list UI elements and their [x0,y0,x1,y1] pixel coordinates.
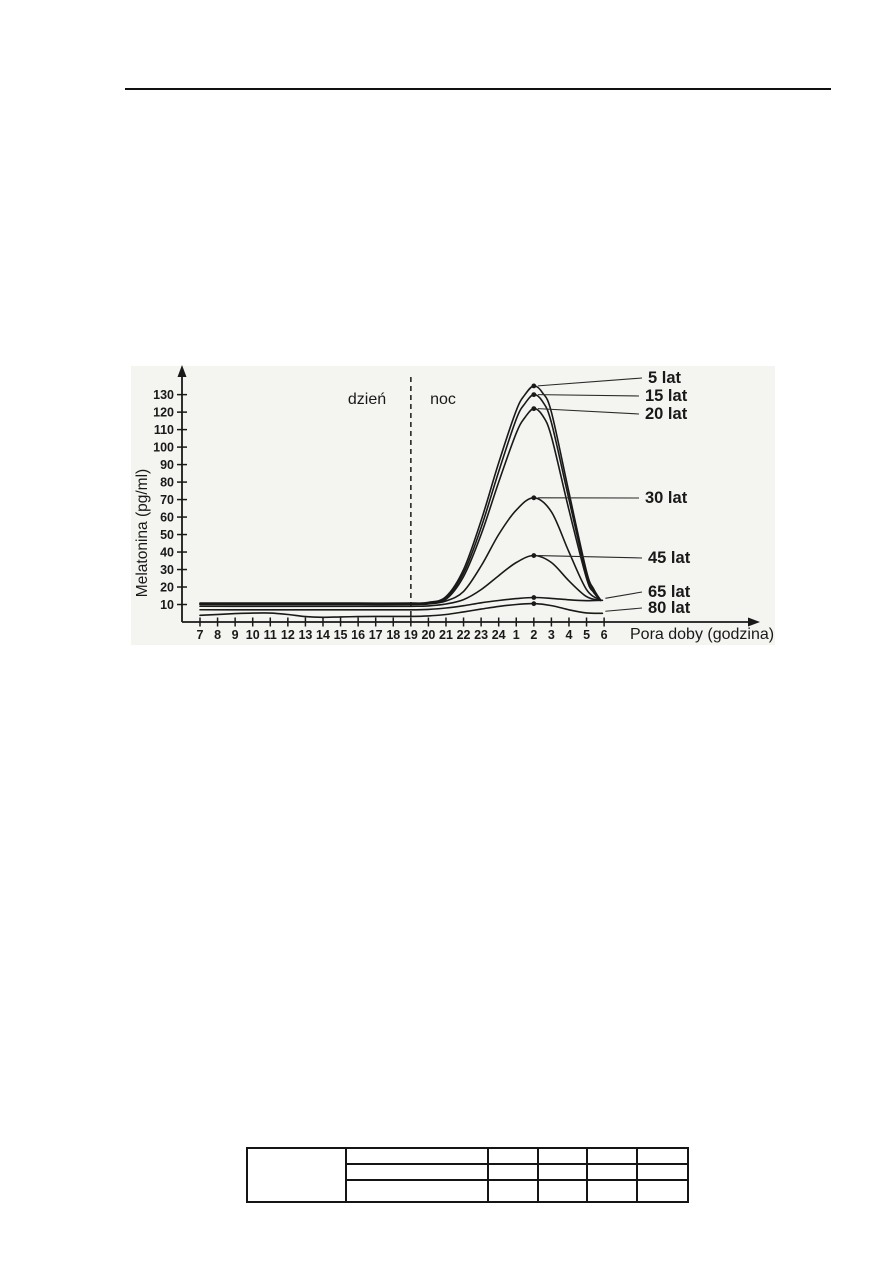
peak-dot-20-lat [531,406,537,412]
x-tick-label: 22 [457,628,471,642]
series-label-45-lat: 45 lat [648,549,691,567]
y-tick-label: 50 [160,528,174,542]
table-cell-r3c6 [636,1179,689,1203]
x-tick-label: 17 [369,628,383,642]
peak-dot-15-lat [531,392,537,398]
series-label-65-lat: 65 lat [648,583,691,601]
x-axis-title: Pora doby (godzina) [630,626,774,643]
day-label: dzień [348,391,386,408]
series-curve-80-lat [199,602,604,619]
x-tick-label: 7 [197,628,204,642]
y-axis-arrow-icon [177,365,187,377]
leader-line-20-lat [537,408,640,415]
x-tick-label: 3 [548,628,555,642]
x-tick-label: 15 [334,628,348,642]
table-cell-r2c4 [537,1163,588,1181]
series-curve-65-lat [199,596,604,611]
table-cell-r2c6 [636,1163,689,1181]
y-tick-label: 130 [153,388,174,402]
table-cell-r3c4 [537,1179,588,1203]
table-cell-r3c3 [487,1179,539,1203]
table-cell-r1c3 [487,1147,539,1165]
y-tick-label: 100 [153,441,174,455]
peak-dot-30-lat [531,495,537,501]
series-label-30-lat: 30 lat [645,489,688,507]
x-tick-label: 1 [513,628,520,642]
series-label-5-lat: 5 lat [648,369,682,387]
x-tick-label: 19 [404,628,418,642]
y-tick-label: 60 [160,511,174,525]
table-cell-r3c5 [586,1179,638,1203]
y-axis-title: Melatonina (pg/ml) [134,469,151,597]
y-tick-label: 110 [154,423,174,437]
series-label-80-lat: 80 lat [648,599,691,617]
x-axis-arrow-icon [748,617,760,627]
x-tick-label: 20 [421,628,435,642]
table-cell-r1c2 [345,1147,489,1165]
y-tick-label: 80 [160,476,174,490]
series-label-15-lat: 15 lat [645,387,688,405]
y-tick-label: 20 [160,581,174,595]
table-cell-r2c2 [345,1163,489,1181]
peak-dot-45-lat [531,553,537,558]
x-tick-label: 11 [264,628,277,642]
y-tick-label: 10 [160,598,174,612]
table-cell-merged-left [246,1147,347,1203]
x-tick-label: 13 [298,628,312,642]
peak-dot-65-lat [531,595,537,600]
x-tick-label: 6 [601,628,608,642]
leader-line-15-lat [537,394,640,397]
table-cell-r1c4 [537,1147,588,1165]
y-tick-label: 120 [153,406,174,420]
x-tick-label: 2 [530,628,537,642]
answer-table [246,1147,689,1203]
peak-dot-5-lat [531,383,537,389]
table-cell-r2c5 [586,1163,638,1181]
y-tick-label: 70 [160,493,174,507]
x-tick-label: 8 [214,628,221,642]
peak-dot-80-lat [531,601,537,607]
y-tick-label: 40 [160,546,174,560]
x-tick-label: 18 [386,628,400,642]
table-cell-r1c6 [636,1147,689,1165]
y-tick-label: 90 [160,458,174,472]
series-curve-30-lat [199,497,602,606]
x-tick-label: 21 [439,628,453,642]
page-header-rule [125,88,831,90]
x-tick-label: 16 [351,628,365,642]
series-label-20-lat: 20 lat [645,405,688,423]
night-label: noc [430,391,456,408]
x-tick-label: 12 [281,628,295,642]
table-cell-r2c3 [487,1163,539,1181]
x-tick-label: 4 [565,628,572,642]
leader-line-65-lat [605,591,643,599]
x-tick-label: 24 [492,628,506,642]
leader-line-80-lat [605,607,643,612]
leader-line-5-lat [537,377,643,387]
x-tick-label: 5 [583,628,590,642]
table-cell-r3c2 [345,1179,489,1203]
x-tick-label: 23 [474,628,488,642]
leader-line-45-lat [537,554,643,559]
x-tick-label: 9 [232,628,239,642]
table-cell-r1c5 [586,1147,638,1165]
series-curve-45-lat [199,554,602,608]
y-tick-label: 30 [160,563,174,577]
x-tick-label: 14 [316,628,330,642]
x-tick-label: 10 [246,628,260,642]
